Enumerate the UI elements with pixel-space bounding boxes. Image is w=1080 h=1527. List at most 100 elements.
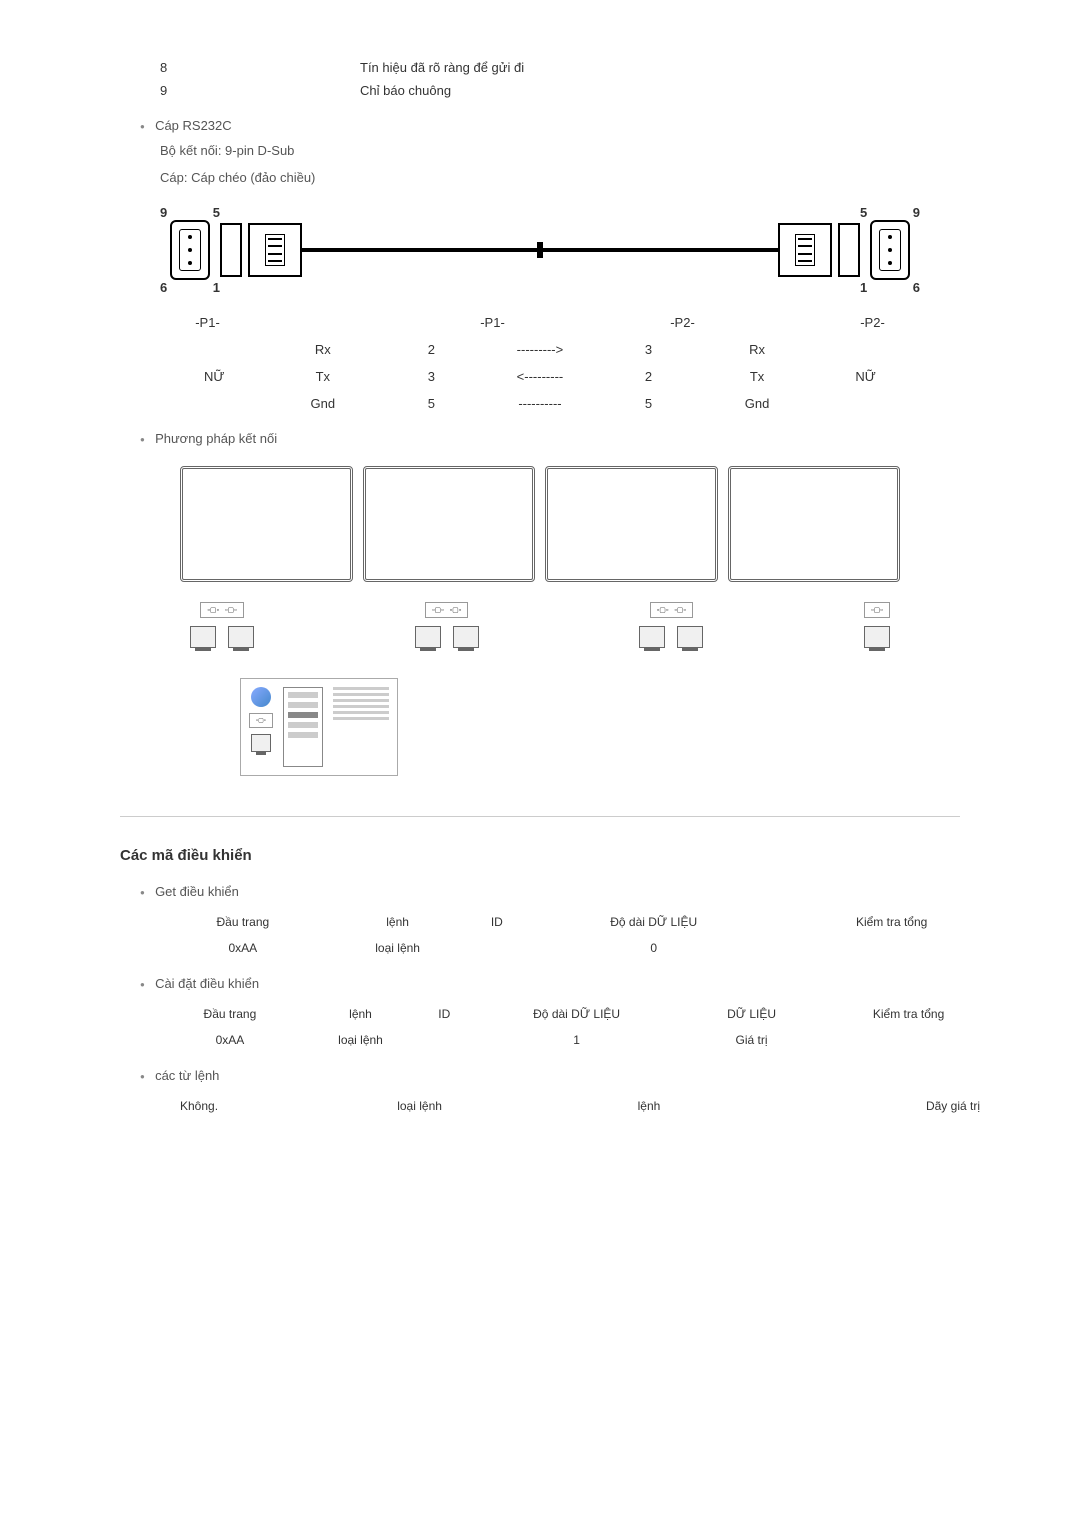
map-cell: Rx bbox=[270, 342, 376, 357]
ctrl-header: Kiểm tra tổng bbox=[783, 909, 1000, 935]
map-cell: 3 bbox=[378, 369, 484, 384]
control-codes-title: Các mã điều khiển bbox=[120, 847, 960, 864]
ctrl-value: Giá trị bbox=[686, 1027, 817, 1053]
map-cell: Gnd bbox=[704, 396, 810, 411]
ctrl-header: ID bbox=[421, 1001, 467, 1027]
set-control-label: Cài đặt điều khiển bbox=[140, 976, 960, 991]
ctrl-value bbox=[817, 1027, 1000, 1053]
map-cell bbox=[350, 315, 445, 330]
pin-description-table: 8 Tín hiệu đã rõ ràng để gửi đi 9 Chỉ bá… bbox=[160, 60, 960, 98]
ctrl-value bbox=[783, 935, 1000, 961]
map-cell bbox=[255, 315, 350, 330]
map-cell: -P2- bbox=[825, 315, 920, 330]
ctrl-value: loại lệnh bbox=[300, 1027, 421, 1053]
ctrl-header: Đầu trang bbox=[160, 1001, 300, 1027]
ctrl-header: DỮ LIỆU bbox=[686, 1001, 817, 1027]
cable-title: Cáp RS232C bbox=[140, 118, 960, 133]
map-cell: NỮ bbox=[161, 369, 267, 384]
get-control-table: Đầu trang lệnh ID Độ dài DỮ LIỆU Kiểm tr… bbox=[160, 909, 1000, 961]
ctrl-header: Độ dài DỮ LIỆU bbox=[467, 1001, 686, 1027]
map-cell bbox=[161, 342, 267, 357]
map-cell: 5 bbox=[595, 396, 701, 411]
map-cell: ---------- bbox=[487, 396, 593, 411]
pin-label: 5 bbox=[860, 205, 867, 220]
ctrl-header: lệnh bbox=[591, 1093, 706, 1119]
map-cell: 5 bbox=[378, 396, 484, 411]
ctrl-header: Không. bbox=[160, 1093, 393, 1119]
db9-right: 5 9 1 6 bbox=[860, 205, 920, 295]
ctrl-header: Kiểm tra tổng bbox=[817, 1001, 1000, 1027]
pin-label: 9 bbox=[160, 205, 167, 220]
pin-desc: Tín hiệu đã rõ ràng để gửi đi bbox=[360, 60, 524, 75]
map-cell: 2 bbox=[378, 342, 484, 357]
port-group: ▫▢▫ bbox=[864, 602, 890, 648]
pin-label: 6 bbox=[913, 280, 920, 295]
monitor bbox=[180, 466, 353, 582]
map-cell: Tx bbox=[270, 369, 376, 384]
connection-diagram: ▫▢▫▫▢▫ ▫▢▫▫▢▫ ▫▢▫▫▢▫ ▫▢▫ ▫▢▫ bbox=[180, 466, 900, 776]
map-cell: -P1- bbox=[445, 315, 540, 330]
cable-text: Cáp: Cáp chéo (đảo chiều) bbox=[160, 170, 960, 185]
ctrl-value: 0xAA bbox=[160, 935, 326, 961]
pin-number: 8 bbox=[160, 60, 360, 75]
map-cell: Gnd bbox=[270, 396, 376, 411]
port-group: ▫▢▫▫▢▫ bbox=[415, 602, 479, 648]
divider bbox=[120, 816, 960, 817]
pin-number: 9 bbox=[160, 83, 360, 98]
ctrl-value: 1 bbox=[467, 1027, 686, 1053]
monitor bbox=[728, 466, 901, 582]
mapping-header: -P1- -P1- -P2- -P2- bbox=[160, 315, 920, 330]
get-control-label: Get điều khiển bbox=[140, 884, 960, 899]
pin-desc: Chỉ báo chuông bbox=[360, 83, 451, 98]
ctrl-header: ID bbox=[470, 909, 525, 935]
ctrl-header: Dãy giá trị bbox=[707, 1093, 1000, 1119]
computer-icon: ▫▢▫ bbox=[240, 678, 398, 776]
pin-label: 6 bbox=[160, 280, 167, 295]
map-cell bbox=[540, 315, 635, 330]
plug-left bbox=[220, 223, 302, 277]
map-cell: Rx bbox=[704, 342, 810, 357]
port-group: ▫▢▫▫▢▫ bbox=[639, 602, 703, 648]
ctrl-header: lệnh bbox=[300, 1001, 421, 1027]
mapping-row: Rx 2 ---------> 3 Rx bbox=[160, 342, 920, 357]
command-words-table: Không. loại lệnh lệnh Dãy giá trị bbox=[160, 1093, 1000, 1119]
map-cell: -P1- bbox=[160, 315, 255, 330]
map-cell bbox=[730, 315, 825, 330]
set-control-table: Đầu trang lệnh ID Độ dài DỮ LIỆU DỮ LIỆU… bbox=[160, 1001, 1000, 1053]
ctrl-value: 0 bbox=[524, 935, 783, 961]
mapping-row: NỮ Tx 3 <--------- 2 Tx NỮ bbox=[160, 369, 920, 384]
command-words-label: các từ lệnh bbox=[140, 1068, 960, 1083]
pin-label: 1 bbox=[213, 280, 220, 295]
map-cell: Tx bbox=[704, 369, 810, 384]
monitor bbox=[545, 466, 718, 582]
map-cell: <--------- bbox=[487, 369, 593, 384]
map-cell bbox=[161, 396, 267, 411]
ctrl-header: Đầu trang bbox=[160, 909, 326, 935]
db9-left: 9 5 6 1 bbox=[160, 205, 220, 295]
cable-line bbox=[302, 248, 778, 252]
ctrl-value bbox=[421, 1027, 467, 1053]
ctrl-value bbox=[470, 935, 525, 961]
connector-text: Bộ kết nối: 9-pin D-Sub bbox=[160, 143, 960, 158]
mapping-row: Gnd 5 ---------- 5 Gnd bbox=[160, 396, 920, 411]
map-cell: NỮ bbox=[812, 369, 918, 384]
pin-row: 9 Chỉ báo chuông bbox=[160, 83, 960, 98]
ctrl-header: loại lệnh bbox=[393, 1093, 591, 1119]
map-cell: 3 bbox=[595, 342, 701, 357]
ports-row: ▫▢▫▫▢▫ ▫▢▫▫▢▫ ▫▢▫▫▢▫ ▫▢▫ bbox=[180, 602, 900, 648]
monitor-row bbox=[180, 466, 900, 582]
pin-label: 9 bbox=[913, 205, 920, 220]
pin-label: 5 bbox=[213, 205, 220, 220]
connection-method-title: Phương pháp kết nối bbox=[140, 431, 960, 446]
map-cell bbox=[812, 396, 918, 411]
pin-label: 1 bbox=[860, 280, 867, 295]
port-group: ▫▢▫▫▢▫ bbox=[190, 602, 254, 648]
pin-row: 8 Tín hiệu đã rõ ràng để gửi đi bbox=[160, 60, 960, 75]
map-cell: 2 bbox=[595, 369, 701, 384]
ctrl-header: lệnh bbox=[326, 909, 470, 935]
monitor bbox=[363, 466, 536, 582]
ctrl-header: Độ dài DỮ LIỆU bbox=[524, 909, 783, 935]
ctrl-value: 0xAA bbox=[160, 1027, 300, 1053]
pin-mapping-table: -P1- -P1- -P2- -P2- Rx 2 ---------> 3 Rx… bbox=[160, 315, 920, 411]
ctrl-value: loại lệnh bbox=[326, 935, 470, 961]
